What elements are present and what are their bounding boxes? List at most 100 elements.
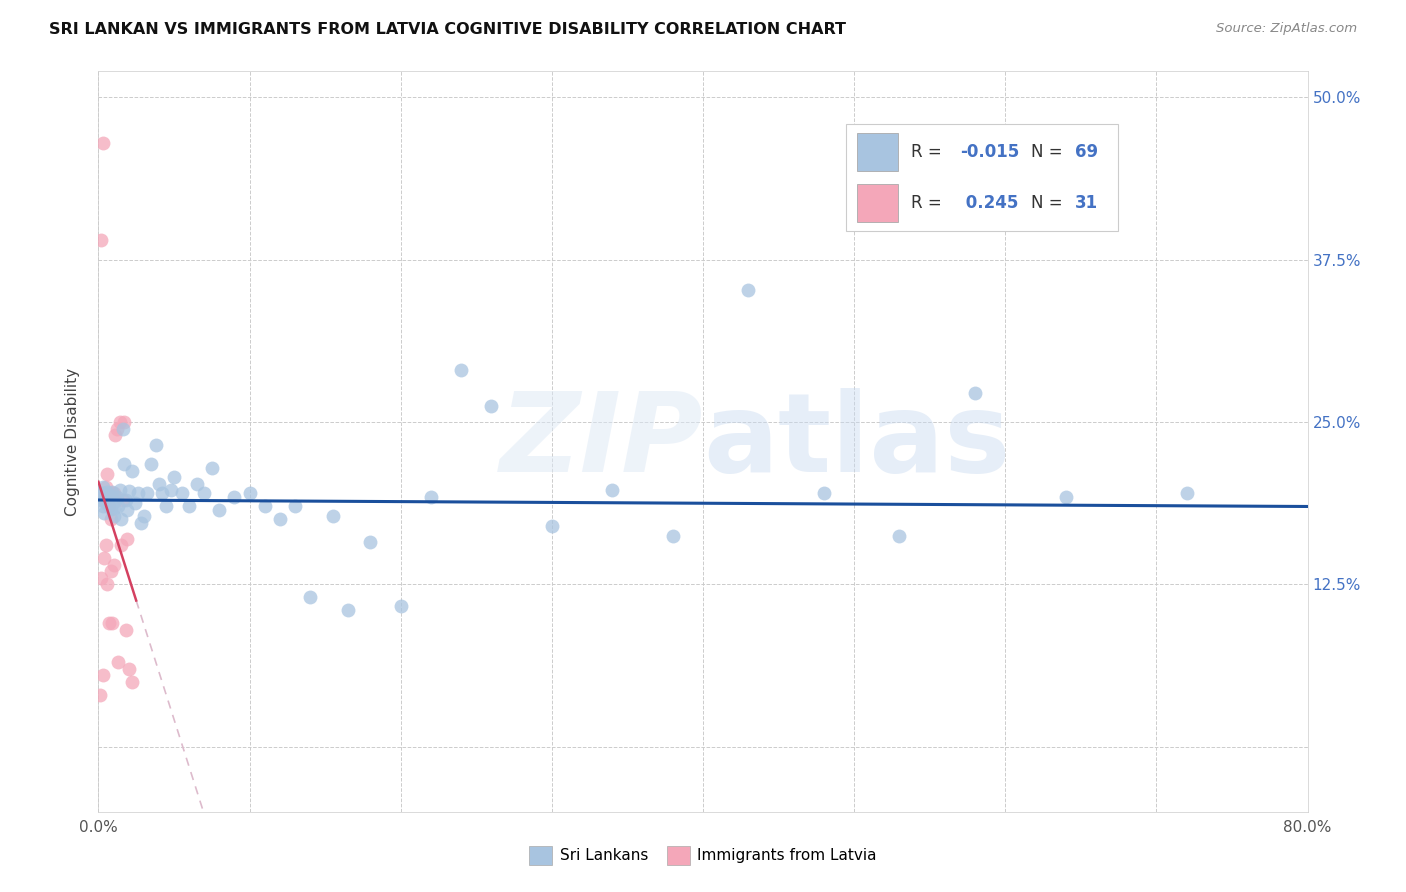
Point [100,502,122,516]
Text: N =: N = [1031,143,1069,161]
Point [103,508,125,523]
Point [90,233,112,247]
Point [269,512,291,526]
Point [110,538,132,552]
Point [813,486,835,500]
Point [124,495,146,509]
Text: 69: 69 [1074,143,1098,161]
Point [90,571,112,585]
Point [965,386,987,401]
Point [105,421,128,435]
Point [450,363,472,377]
Point [129,516,152,531]
Point [360,534,382,549]
Point [481,400,503,414]
Point [127,486,149,500]
Point [201,460,224,475]
Point [170,486,193,500]
Point [114,493,136,508]
Point [179,500,201,514]
Point [96,485,118,500]
Point [299,591,322,605]
Point [96,488,118,502]
Point [93,486,115,500]
Point [91,668,114,682]
Point [121,674,143,689]
Point [101,485,124,500]
Legend: Sri Lankans, Immigrants from Latvia: Sri Lankans, Immigrants from Latvia [523,840,883,871]
Point [100,512,122,526]
Point [94,538,117,552]
Point [111,493,134,508]
Point [108,415,131,429]
Point [110,512,132,526]
Point [104,428,127,442]
Point [107,656,129,670]
Text: atlas: atlas [703,388,1011,495]
Point [150,486,173,500]
Point [104,494,127,508]
Point [90,493,112,508]
Point [239,486,262,500]
Point [141,457,163,471]
Point [420,491,443,505]
Point [96,577,118,591]
Point [115,503,138,517]
FancyBboxPatch shape [856,133,897,171]
Text: R =: R = [911,194,948,212]
Point [111,421,134,435]
Point [661,529,683,543]
Point [103,486,125,500]
Point [1054,491,1077,505]
Text: R =: R = [911,143,948,161]
Point [208,503,231,517]
Point [284,500,307,514]
Point [93,551,115,566]
Y-axis label: Cognitive Disability: Cognitive Disability [65,368,80,516]
Point [94,495,117,509]
Point [98,616,121,631]
Point [101,497,124,511]
Point [193,486,215,500]
Point [89,486,111,500]
Point [91,136,114,150]
Point [155,500,177,514]
Point [118,662,141,676]
Point [91,500,114,514]
Point [389,599,412,614]
Point [186,477,208,491]
Point [103,558,125,572]
Point [322,508,344,523]
Text: Source: ZipAtlas.com: Source: ZipAtlas.com [1216,22,1357,36]
Point [132,508,155,523]
Point [737,283,759,297]
Point [121,464,143,478]
Text: ZIP: ZIP [499,388,703,495]
Point [89,688,111,702]
Point [94,480,117,494]
Point [253,500,276,514]
Point [889,529,911,543]
FancyBboxPatch shape [856,184,897,222]
Point [224,491,246,505]
Point [145,438,167,452]
Point [98,498,121,512]
Point [100,489,122,503]
Text: SRI LANKAN VS IMMIGRANTS FROM LATVIA COGNITIVE DISABILITY CORRELATION CHART: SRI LANKAN VS IMMIGRANTS FROM LATVIA COG… [49,22,846,37]
Point [91,480,114,494]
Point [135,486,157,500]
Point [101,486,124,500]
Point [118,483,141,498]
Point [105,491,128,505]
Point [112,457,135,471]
Point [108,483,131,497]
Point [96,467,118,481]
Point [107,500,129,514]
Point [93,506,115,520]
Point [602,483,624,497]
FancyBboxPatch shape [846,124,1118,231]
Point [112,415,135,429]
Point [148,477,170,491]
Point [98,491,121,506]
Point [101,616,124,631]
